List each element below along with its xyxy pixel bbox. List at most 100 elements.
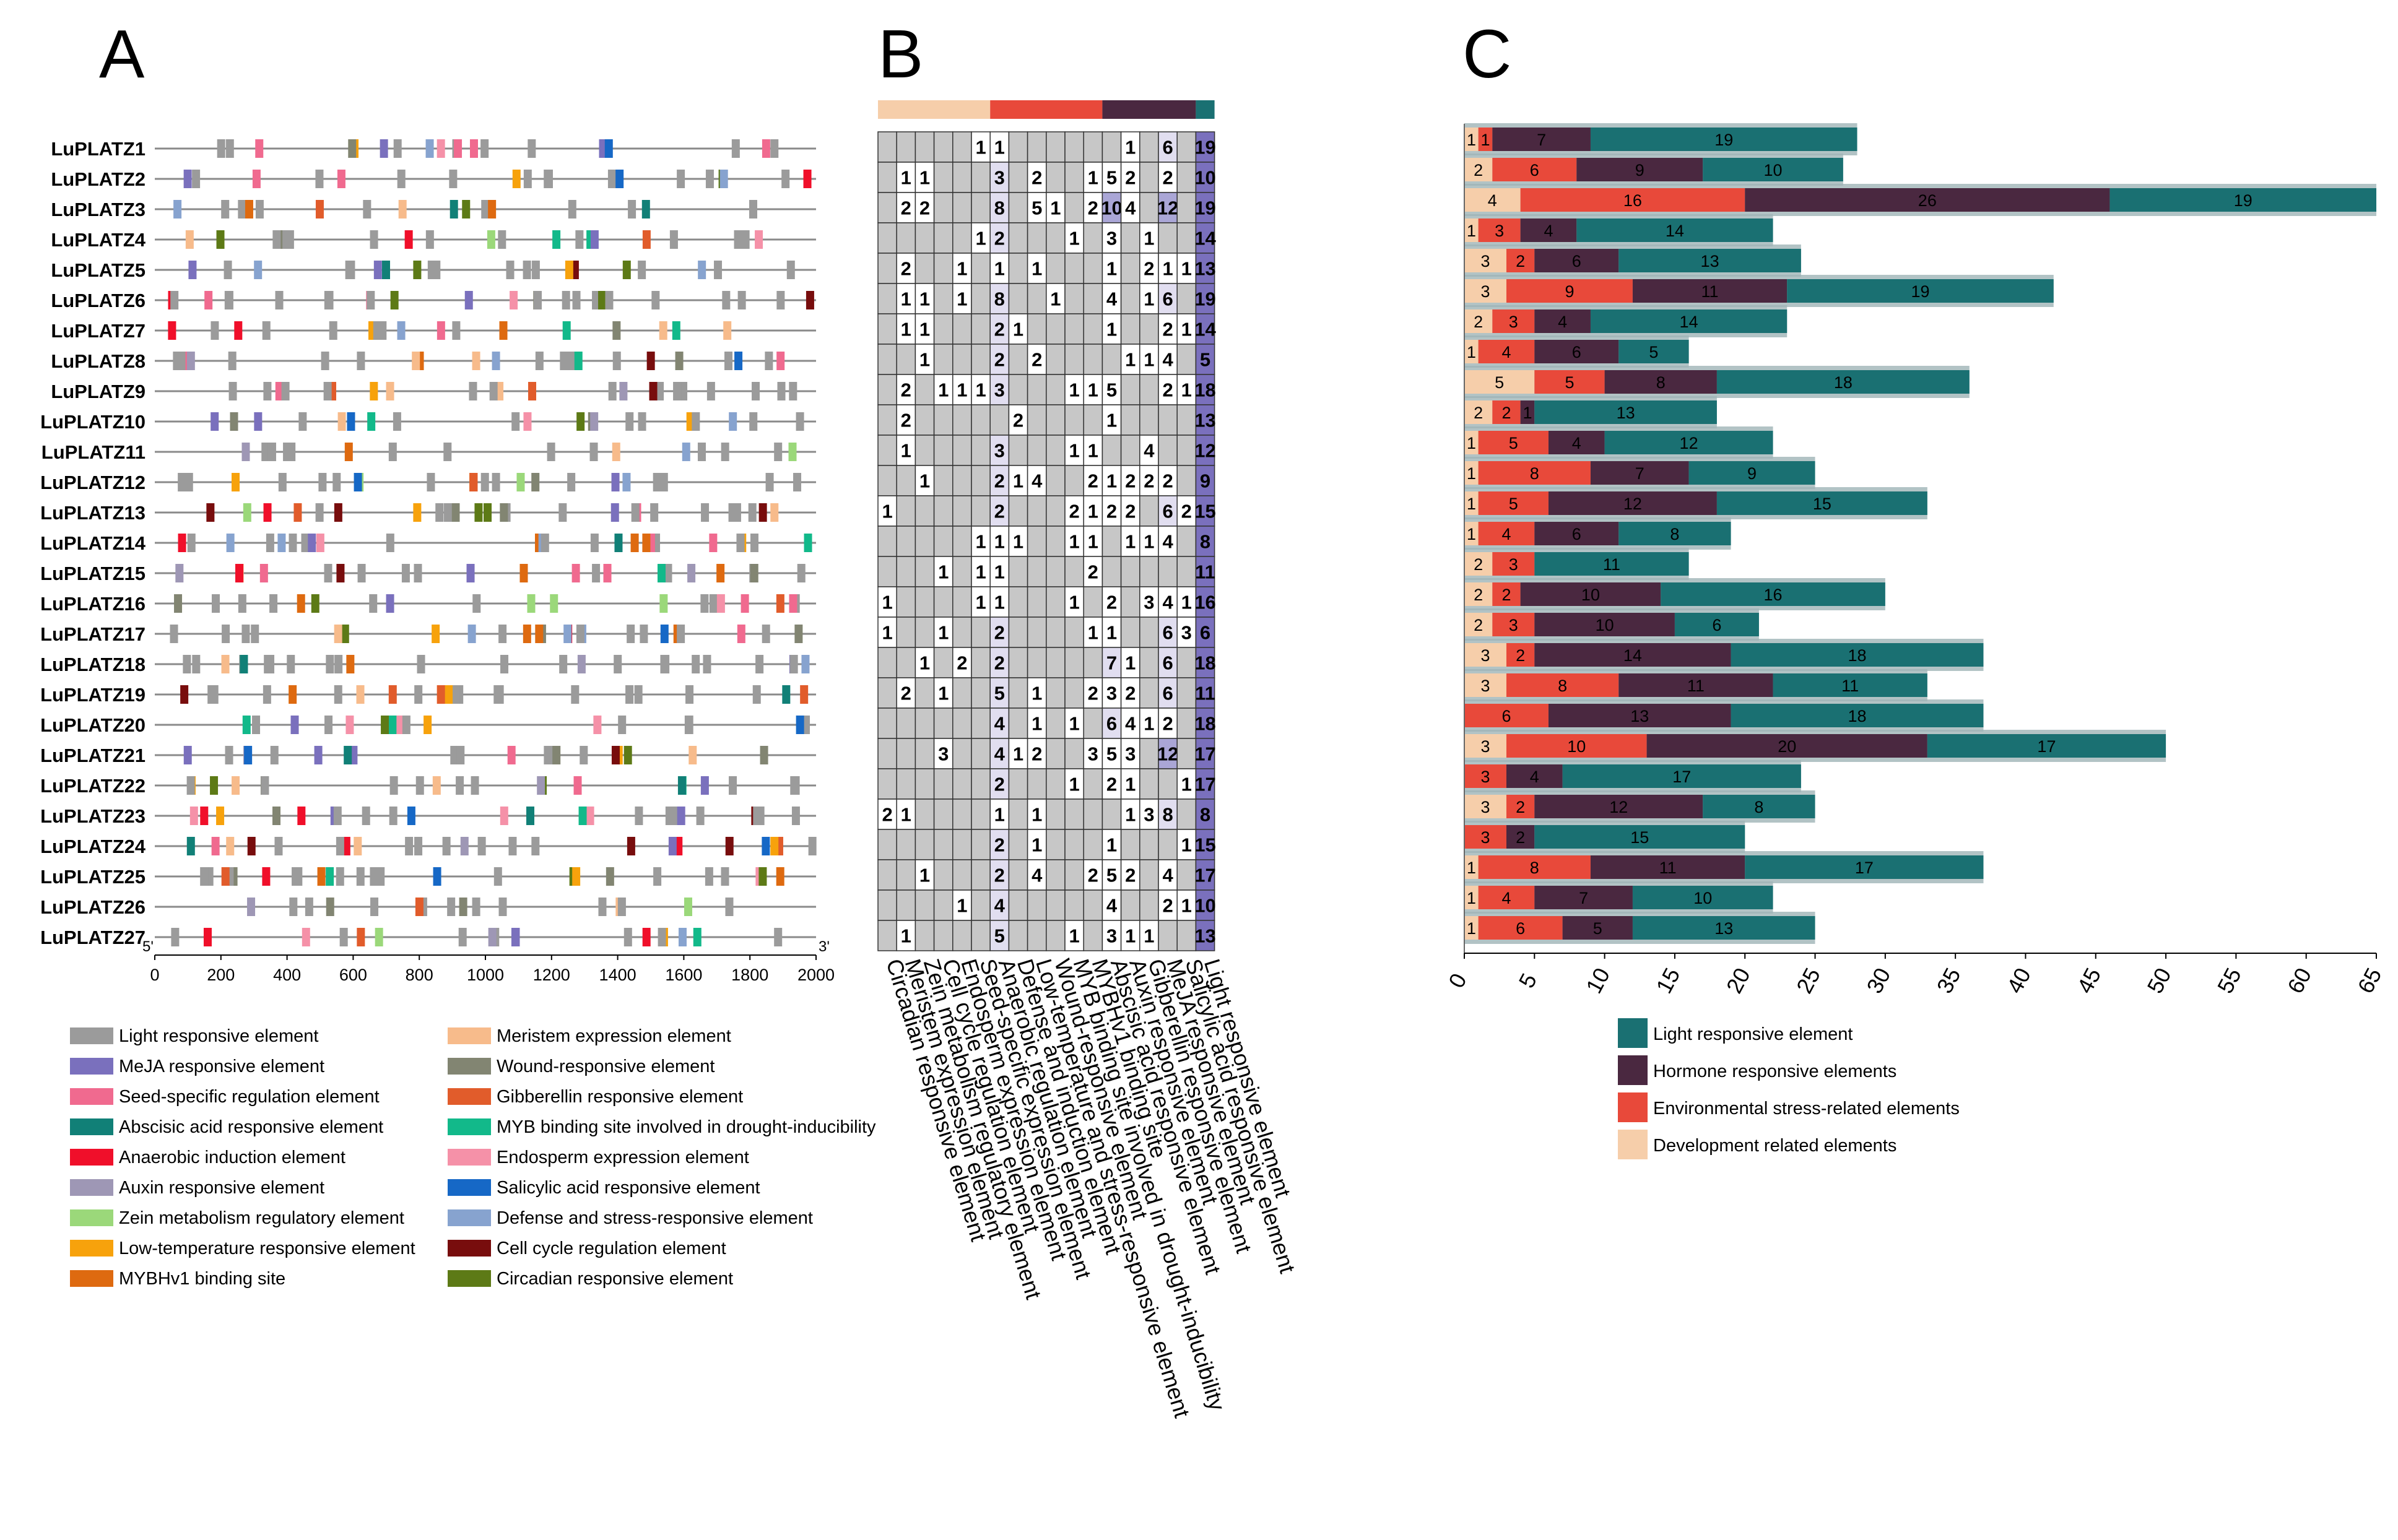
element-box	[245, 200, 253, 218]
legend-swatch	[70, 1240, 113, 1257]
heatmap-value: 6	[1106, 713, 1117, 735]
group-bar	[1102, 100, 1196, 119]
x-tick-label: 60	[2282, 964, 2316, 998]
heatmap-cell	[1083, 586, 1103, 618]
heatmap-value: 1	[1106, 470, 1117, 492]
bar-segment	[1464, 613, 1493, 636]
element-box	[189, 807, 198, 825]
bar-segment	[1548, 704, 1731, 727]
heatmap-cell	[952, 616, 972, 648]
heatmap-cell	[1176, 889, 1197, 921]
heatmap-cell	[971, 616, 991, 648]
element-box	[334, 655, 343, 673]
heatmap-cell	[1027, 162, 1047, 193]
heatmap-value: 3	[994, 379, 1005, 401]
bar-value-label: 3	[1495, 222, 1504, 240]
heatmap-cell	[1046, 829, 1066, 860]
heatmap-cell	[877, 162, 897, 193]
bar-segment	[1520, 188, 1745, 212]
heatmap-cell	[896, 859, 916, 891]
bar-value-label: 10	[1567, 737, 1586, 756]
heatmap-cell	[1120, 647, 1140, 678]
bar-value-label: 1	[1467, 859, 1476, 877]
heatmap-cell	[896, 647, 916, 678]
element-box	[402, 716, 411, 734]
element-box	[405, 837, 414, 855]
element-box	[471, 776, 479, 795]
heatmap-cell	[877, 435, 897, 466]
bar-value-label: 6	[1530, 161, 1539, 180]
element-box	[442, 837, 451, 855]
heatmap-cell	[933, 616, 954, 648]
heatmap-cell	[952, 707, 972, 739]
heatmap-cell	[1158, 707, 1178, 739]
legend-label: Environmental stress-related elements	[1653, 1099, 1960, 1118]
heatmap-value: 2	[994, 319, 1005, 340]
element-box	[180, 685, 189, 704]
element-box	[565, 261, 573, 279]
heatmap-value: 12	[1194, 440, 1215, 462]
bar-segment	[1492, 158, 1577, 181]
element-box	[302, 928, 310, 946]
element-box	[630, 534, 639, 552]
heatmap-cell	[1046, 677, 1066, 709]
heatmap-value: 1	[1069, 531, 1079, 553]
bar-value-label: 2	[1474, 404, 1483, 422]
element-box	[324, 716, 333, 734]
heatmap-cell	[1195, 404, 1215, 436]
bar-segment	[1464, 400, 1493, 424]
heatmap-cell	[1195, 920, 1215, 951]
x-tick-label: 15	[1651, 964, 1685, 998]
element-box	[577, 655, 586, 673]
element-box	[752, 382, 760, 400]
bar-segment	[1464, 279, 1506, 303]
heatmap-cell	[1195, 192, 1215, 223]
element-box	[397, 170, 406, 188]
bar-value-label: 17	[1855, 859, 1874, 877]
heatmap-value: 8	[994, 288, 1005, 310]
heatmap-cell	[914, 374, 935, 405]
bar-segment	[1661, 582, 1885, 606]
heatmap-value: 1	[1032, 834, 1042, 856]
heatmap-value: 1	[1069, 713, 1079, 735]
heatmap-cell	[1083, 313, 1103, 345]
element-box	[614, 534, 623, 552]
heatmap-value: 5	[994, 683, 1005, 704]
bar-segment	[1478, 461, 1591, 485]
heatmap-cell	[914, 707, 935, 739]
legend-label: Anaerobic induction element	[119, 1148, 345, 1167]
heatmap-value: 2	[1144, 258, 1154, 280]
element-box	[499, 321, 508, 340]
heatmap-value: 1	[1069, 440, 1079, 462]
panel-a-promoter-map: LuPLATZ1 LuPLATZ2 LuPLATZ3 LuPLATZ4 LuPLATZ5…	[40, 138, 876, 1289]
element-box	[659, 321, 667, 340]
heatmap-cell	[1139, 344, 1159, 375]
heatmap-value: 5	[1106, 167, 1117, 189]
bar-value-label: 3	[1480, 252, 1490, 270]
element-box	[677, 170, 685, 188]
heatmap-cell	[1139, 677, 1159, 709]
heatmap-cell	[1008, 586, 1028, 618]
heatmap-cell	[1008, 829, 1028, 860]
heatmap-cell	[1046, 313, 1066, 345]
heatmap-cell	[952, 222, 972, 254]
bar-value-label: 2	[1474, 161, 1483, 180]
element-box	[204, 291, 213, 309]
heatmap-value: 1	[994, 258, 1005, 280]
element-box	[677, 625, 685, 643]
heatmap-cell	[1195, 162, 1215, 193]
bar-value-label: 3	[1480, 737, 1490, 756]
element-box	[232, 776, 240, 795]
heatmap-cell	[1027, 495, 1047, 527]
heatmap-cell	[877, 495, 897, 527]
heatmap-cell	[914, 920, 935, 951]
element-box	[367, 412, 376, 431]
bar-value-label: 20	[1778, 737, 1796, 756]
heatmap-value: 1	[1050, 288, 1061, 310]
heatmap-cell	[1027, 586, 1047, 618]
heatmap-value: 1	[1032, 804, 1042, 826]
heatmap-cell	[971, 131, 991, 163]
gene-label: LuPLATZ18	[40, 654, 146, 675]
element-box	[454, 139, 463, 158]
heatmap-cell	[877, 677, 897, 709]
